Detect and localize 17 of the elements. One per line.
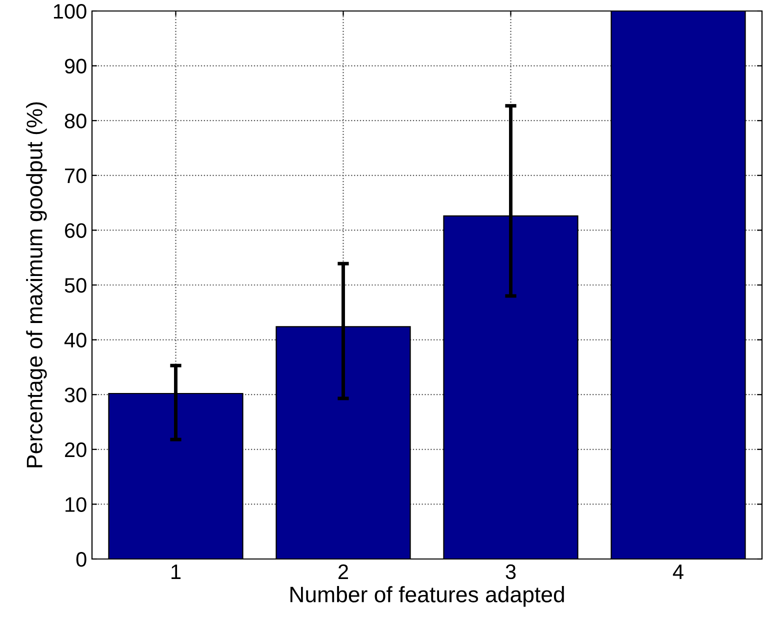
- y-tick-label: 10: [66, 497, 86, 512]
- x-tick-label: 2: [338, 564, 348, 579]
- y-tick-label: 80: [64, 114, 86, 128]
- x-tick-label: 3: [506, 564, 516, 580]
- y-tick-label: 90: [64, 58, 86, 74]
- y-tick-label: 20: [65, 442, 86, 458]
- y-tick-label: 0: [76, 552, 86, 567]
- y-tick-label: 70: [65, 168, 86, 184]
- y-tick-label: 40: [64, 332, 86, 348]
- x-tick-label: 1: [172, 564, 181, 579]
- y-axis-title: Percentage of maximum goodput (%): [26, 102, 47, 468]
- y-tick-label: 100: [54, 4, 86, 19]
- y-tick-label: 30: [64, 388, 86, 402]
- y-tick-label: 60: [65, 223, 86, 238]
- y-tick-label: 50: [64, 278, 86, 293]
- x-tick-label: 4: [672, 564, 684, 579]
- x-axis-title: Number of features adapted: [290, 586, 564, 607]
